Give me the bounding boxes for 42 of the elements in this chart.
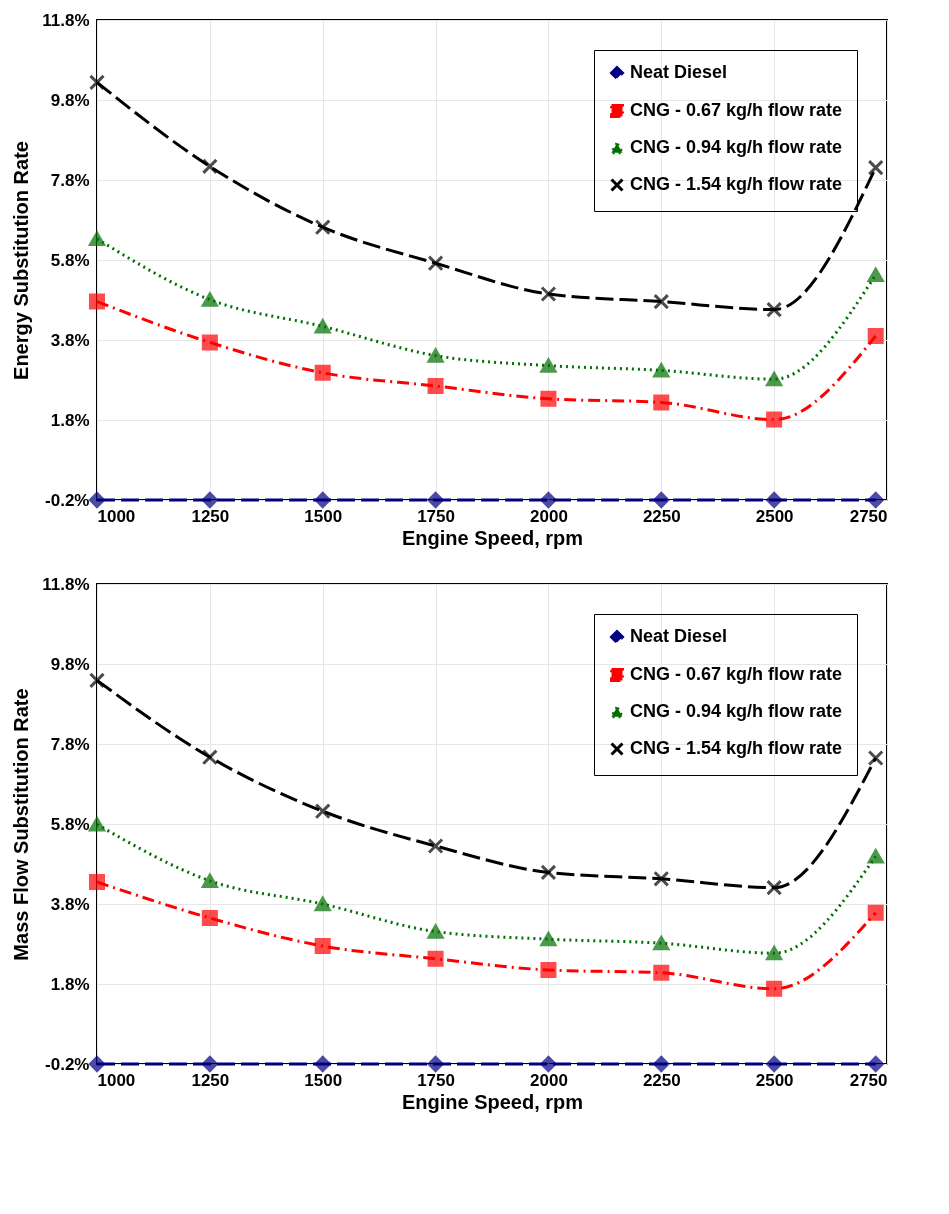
legend-label: CNG - 0.67 kg/h flow rate <box>630 100 843 120</box>
x-axis-title: Engine Speed, rpm <box>401 526 584 549</box>
legend-label: CNG - 1.54 kg/h flow rate <box>630 174 843 194</box>
x-tick-label: 2000 <box>530 1070 568 1090</box>
y-tick-label: 7.8% <box>50 734 90 754</box>
x-axis-title: Engine Speed, rpm <box>401 1090 584 1113</box>
y-tick-label: -0.2% <box>45 1054 90 1074</box>
x-tick-label: 1500 <box>304 1070 343 1090</box>
legend-label: CNG - 0.94 kg/h flow rate <box>630 701 843 721</box>
x-tick-label: 2500 <box>755 1070 794 1090</box>
y-tick-label: 7.8% <box>50 170 90 190</box>
y-tick-label: 9.8% <box>50 90 90 110</box>
x-tick-label: 1000 <box>97 506 136 526</box>
y-tick-label: 3.8% <box>50 330 90 350</box>
y-tick-label: 3.8% <box>50 894 90 914</box>
y-tick-label: -0.2% <box>45 490 90 510</box>
legend-label: CNG - 0.94 kg/h flow rate <box>630 137 843 157</box>
y-tick-label: 5.8% <box>50 250 90 270</box>
legend-label: CNG - 0.67 kg/h flow rate <box>630 664 843 684</box>
legend-label: CNG - 1.54 kg/h flow rate <box>630 738 843 758</box>
y-tick-label: 9.8% <box>50 654 90 674</box>
legend-label: Neat Diesel <box>630 62 728 82</box>
y-tick-label: 5.8% <box>50 814 90 834</box>
x-tick-label: 1750 <box>417 1070 455 1090</box>
legend-label: Neat Diesel <box>630 626 728 646</box>
x-tick-label: 2000 <box>530 506 568 526</box>
y-tick-label: 11.8% <box>42 10 90 30</box>
y-axis-title: Energy Substitution Rate <box>10 141 33 380</box>
x-tick-label: 1500 <box>304 506 343 526</box>
y-tick-label: 1.8% <box>50 410 90 430</box>
x-tick-label: 2750 <box>849 1070 888 1090</box>
x-tick-label: 1250 <box>191 1070 230 1090</box>
y-axis-title: Mass Flow Substitution Rate <box>10 688 33 961</box>
x-tick-label: 2750 <box>849 506 888 526</box>
x-tick-label: 2250 <box>642 1070 681 1090</box>
y-tick-label: 11.8% <box>42 574 90 594</box>
x-tick-label: 1250 <box>191 506 230 526</box>
x-tick-label: 1000 <box>97 1070 136 1090</box>
x-tick-label: 1750 <box>417 506 455 526</box>
x-tick-label: 2500 <box>755 506 794 526</box>
x-tick-label: 2250 <box>642 506 681 526</box>
y-tick-label: 1.8% <box>50 974 90 994</box>
